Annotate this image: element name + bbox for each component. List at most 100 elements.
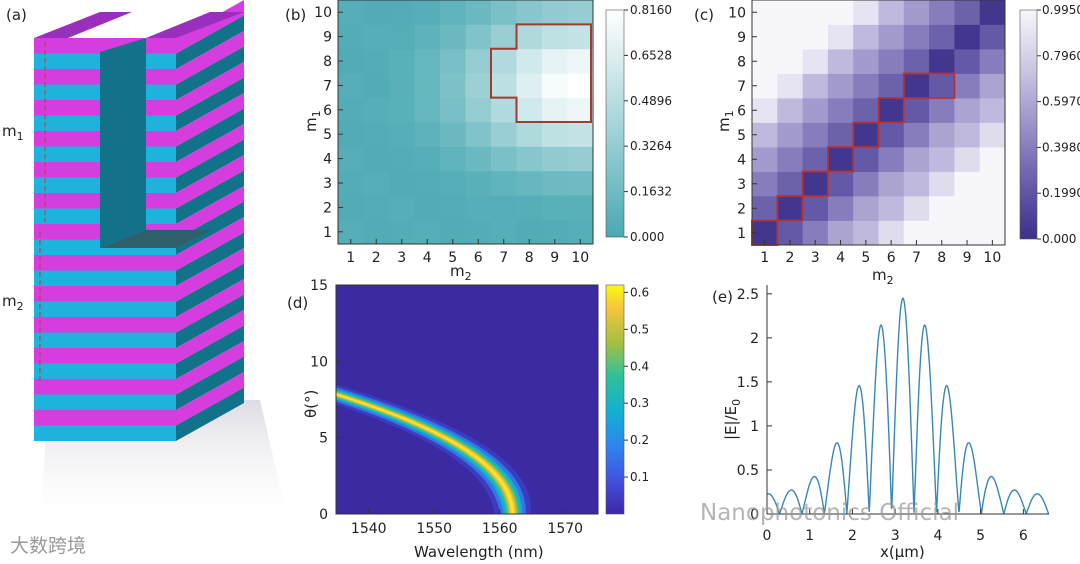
side-layer xyxy=(176,201,244,255)
b-xtick-label: 10 xyxy=(571,250,589,266)
b-ytick-label: 3 xyxy=(323,176,332,192)
c-cb-label: 0.7960 xyxy=(1042,49,1080,63)
c-cell xyxy=(802,122,829,148)
d-colorbar xyxy=(605,284,625,515)
notch-floor xyxy=(100,230,212,248)
c-cell xyxy=(827,147,854,172)
c-cell xyxy=(802,0,829,25)
b-xtick-label: 3 xyxy=(397,250,406,266)
b-cell xyxy=(440,146,466,172)
b-cell xyxy=(414,48,441,74)
pillar-top-faces xyxy=(34,12,244,248)
b-cb-label: 0.4896 xyxy=(630,94,672,108)
side-layer xyxy=(176,186,244,240)
b-cb-label: 0.000 xyxy=(630,230,664,244)
c-xtick-label: 10 xyxy=(983,250,1001,266)
c-cb-label: 0.9950 xyxy=(1042,3,1080,17)
c-highlight-cell xyxy=(776,195,804,222)
c-cell xyxy=(878,122,905,148)
c-cb-label: 0.1990 xyxy=(1042,186,1080,200)
c-xtick-label: 5 xyxy=(861,250,870,266)
c-cell xyxy=(954,49,981,74)
d-cb-label: 0.6 xyxy=(630,285,649,299)
b-cell xyxy=(516,0,543,25)
c-cb-label: 0.000 xyxy=(1042,232,1076,246)
panel-d-angle-map: 1540 1550 1560 1570 0 5 10 15 Wavelength (nm) θ… xyxy=(302,278,649,561)
b-cell xyxy=(389,0,415,25)
c-xtick-label: 9 xyxy=(963,250,972,266)
c-ytick-label: 5 xyxy=(737,128,746,144)
c-xtick-label: 3 xyxy=(811,250,820,266)
c-cell xyxy=(954,0,981,25)
e-xtick-label: 2 xyxy=(848,528,857,544)
c-highlight-cell xyxy=(902,72,956,99)
b-cell xyxy=(542,146,568,172)
c-cell xyxy=(827,122,854,148)
c-cell xyxy=(929,73,955,99)
b-cell xyxy=(542,0,568,25)
c-ytick-label: 9 xyxy=(737,30,746,46)
b-colorbar xyxy=(605,9,625,238)
side-layer xyxy=(176,263,244,317)
b-cell xyxy=(363,24,390,50)
b-cell xyxy=(363,97,390,123)
c-cell xyxy=(903,171,930,197)
b-cell xyxy=(491,195,517,220)
b-cell xyxy=(363,122,390,147)
b-xtick-label: 8 xyxy=(525,250,534,266)
c-xtick-label: 1 xyxy=(760,250,769,266)
b-cell xyxy=(414,170,441,196)
b-cell xyxy=(440,97,466,123)
c-cell xyxy=(954,73,981,99)
front-layer xyxy=(34,270,176,286)
b-cell xyxy=(465,24,492,50)
c-cell xyxy=(903,0,930,25)
e-xtick-label: 1 xyxy=(805,528,814,544)
d-ylabel: θ(°) xyxy=(302,390,320,418)
b-cell xyxy=(516,73,543,98)
b-cell xyxy=(414,73,441,98)
b-xtick-label: 6 xyxy=(474,250,483,266)
b-cell xyxy=(567,73,594,98)
b-cell xyxy=(542,170,568,196)
c-cell xyxy=(777,49,803,74)
d-xtick-label: 1570 xyxy=(547,521,583,537)
c-cell xyxy=(878,171,905,197)
side-layer xyxy=(176,46,244,100)
b-cell xyxy=(567,170,594,196)
b-ytick-label: 2 xyxy=(323,200,332,216)
side-layer xyxy=(176,232,244,286)
side-layer xyxy=(176,93,244,147)
c-cell xyxy=(827,73,854,99)
b-cell xyxy=(440,122,466,147)
b-cell xyxy=(465,48,492,74)
front-layer xyxy=(34,317,176,333)
c-cell xyxy=(929,122,955,148)
b-cell xyxy=(363,170,390,196)
c-cell xyxy=(878,73,905,99)
c-ytick-label: 8 xyxy=(737,54,746,70)
c-cell xyxy=(878,147,905,172)
b-cell xyxy=(542,24,568,50)
c-cell xyxy=(802,196,829,221)
b-cell xyxy=(465,0,492,25)
e-xtick-label: 4 xyxy=(933,528,942,544)
c-cell xyxy=(954,196,981,221)
b-ytick-label: 8 xyxy=(323,54,332,70)
c-colorbar xyxy=(1019,9,1038,240)
panel-label-b: (b) xyxy=(285,6,306,24)
side-layer xyxy=(176,387,244,441)
b-cell xyxy=(516,48,543,74)
notch-inner-wall xyxy=(100,38,146,248)
b-cell xyxy=(414,122,441,147)
c-cell xyxy=(979,122,1006,148)
c-cell xyxy=(777,171,803,197)
d-xtick-label: 1560 xyxy=(482,521,518,537)
watermark-right: Nanophotonics Official xyxy=(700,500,960,526)
c-cell xyxy=(954,122,981,148)
front-layer xyxy=(34,286,176,302)
c-cell xyxy=(802,73,829,99)
d-ytick-label: 10 xyxy=(310,354,328,370)
b-xtick-label: 9 xyxy=(550,250,559,266)
